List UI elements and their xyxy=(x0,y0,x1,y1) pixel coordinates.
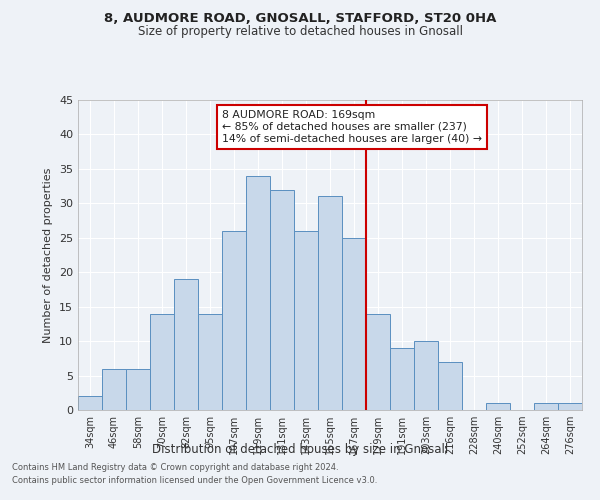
Bar xyxy=(294,231,318,410)
Bar xyxy=(222,231,246,410)
Bar xyxy=(342,238,366,410)
Bar xyxy=(198,314,222,410)
Text: Distribution of detached houses by size in Gnosall: Distribution of detached houses by size … xyxy=(152,442,448,456)
Text: Contains HM Land Registry data © Crown copyright and database right 2024.: Contains HM Land Registry data © Crown c… xyxy=(12,464,338,472)
Bar xyxy=(102,368,126,410)
Bar xyxy=(486,403,510,410)
Bar xyxy=(366,314,390,410)
Bar xyxy=(558,403,582,410)
Bar xyxy=(390,348,414,410)
Text: 8 AUDMORE ROAD: 169sqm
← 85% of detached houses are smaller (237)
14% of semi-de: 8 AUDMORE ROAD: 169sqm ← 85% of detached… xyxy=(222,110,482,144)
Bar xyxy=(78,396,102,410)
Text: 8, AUDMORE ROAD, GNOSALL, STAFFORD, ST20 0HA: 8, AUDMORE ROAD, GNOSALL, STAFFORD, ST20… xyxy=(104,12,496,26)
Bar xyxy=(174,279,198,410)
Text: Size of property relative to detached houses in Gnosall: Size of property relative to detached ho… xyxy=(137,25,463,38)
Text: Contains public sector information licensed under the Open Government Licence v3: Contains public sector information licen… xyxy=(12,476,377,485)
Bar xyxy=(126,368,150,410)
Bar xyxy=(318,196,342,410)
Bar xyxy=(414,341,438,410)
Bar xyxy=(534,403,558,410)
Bar xyxy=(246,176,270,410)
Bar xyxy=(438,362,462,410)
Bar xyxy=(150,314,174,410)
Y-axis label: Number of detached properties: Number of detached properties xyxy=(43,168,53,342)
Bar xyxy=(270,190,294,410)
